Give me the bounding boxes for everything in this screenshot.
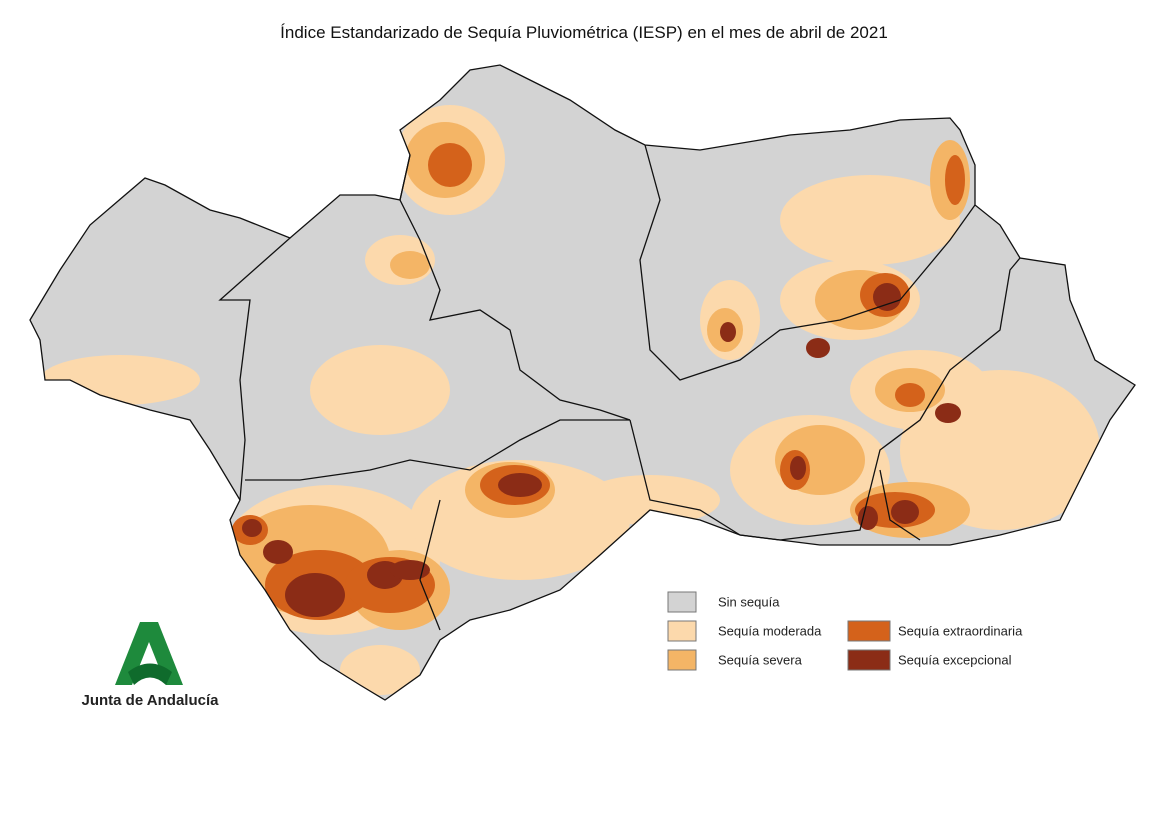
legend-label: Sequía extraordinaria <box>898 623 1023 638</box>
logo: Junta de Andalucía <box>82 622 220 709</box>
legend-label: Sin sequía <box>718 594 780 609</box>
logo-text: Junta de Andalucía <box>82 692 220 709</box>
legend-swatch <box>667 591 697 613</box>
logo-mark-inner <box>128 663 172 685</box>
exceptional-areas <box>242 283 961 617</box>
legend-swatch <box>847 620 891 642</box>
legend-label: Sequía excepcional <box>898 652 1012 667</box>
map-title: Índice Estandarizado de Sequía Pluviomét… <box>280 23 888 42</box>
province-borders <box>218 144 1021 631</box>
legend-swatch <box>667 620 697 642</box>
legend-swatch <box>667 649 697 671</box>
legend-swatch <box>847 649 891 671</box>
legend-label: Sequía moderada <box>718 623 822 638</box>
legend: Sin sequía Sequía moderada Sequía severa… <box>667 591 1023 671</box>
legend-label: Sequía severa <box>718 652 803 667</box>
